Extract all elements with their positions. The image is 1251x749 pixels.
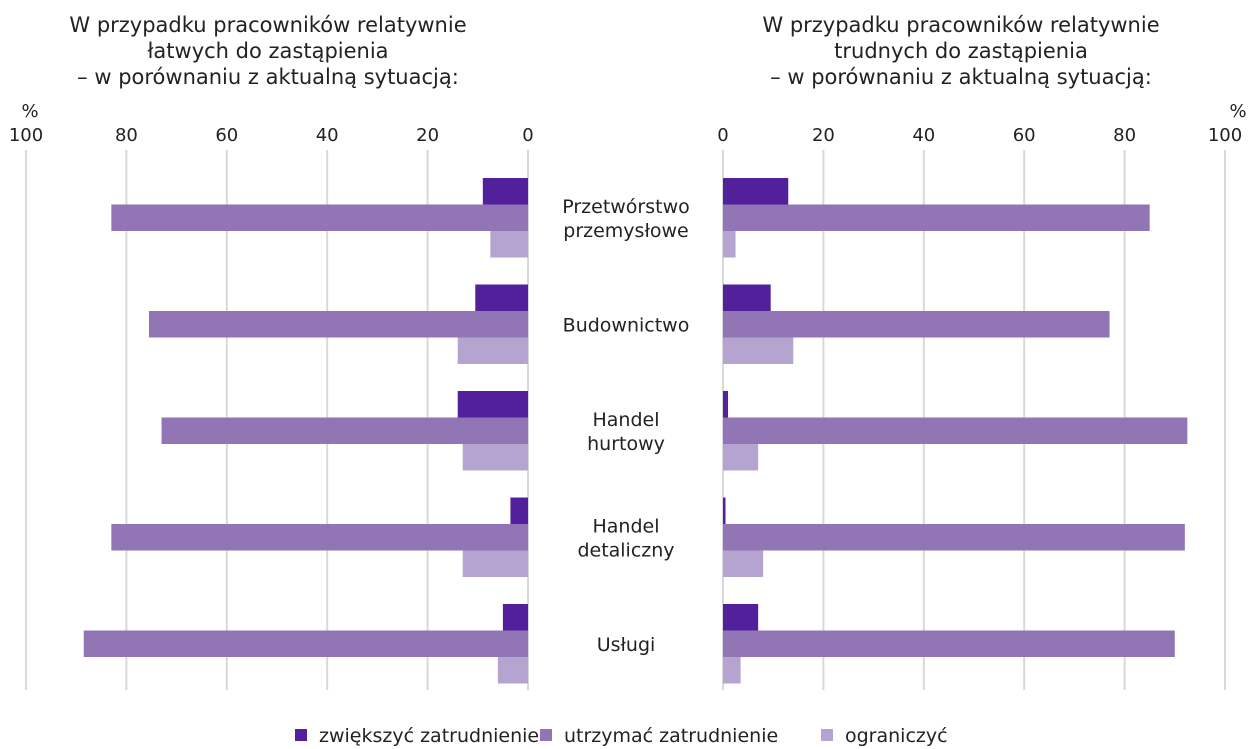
left-tick-label-20: 20 [416,125,439,146]
right-unit-label: % [1229,101,1246,122]
left-tick-label-60: 60 [215,125,238,146]
legend-swatch-1 [540,729,552,741]
legend-label-1: utrzymać zatrudnienie [564,725,778,747]
left-tick-label-100: 100 [9,125,43,146]
left-bar-series2-cat4 [497,657,528,684]
right-tick-label-100: 100 [1208,125,1242,146]
category-label-2-line-1: hurtowy [587,433,665,455]
right-tick-label-80: 80 [1113,125,1136,146]
category-label-4-line-0: Usługi [597,634,656,656]
left-bar-series1-cat1 [148,311,529,338]
category-label-2-line-0: Handel [592,409,659,431]
left-panel: W przypadku pracowników relatywniełatwyc… [9,13,534,690]
right-panel: W przypadku pracowników relatywnietrudny… [717,13,1247,690]
left-bar-series1-cat2 [161,417,529,444]
left-bar-series2-cat3 [462,550,528,577]
right-bar-series0-cat0 [723,178,789,205]
right-tick-label-20: 20 [812,125,835,146]
right-bar-series2-cat3 [723,550,764,577]
right-title-line-1: trudnych do zastąpienia [834,39,1088,63]
left-bar-series0-cat1 [475,284,528,311]
left-title-line-1: łatwych do zastąpienia [147,39,388,63]
right-bar-series1-cat1 [723,311,1110,338]
right-tick-label-0: 0 [717,125,728,146]
right-tick-label-60: 60 [1013,125,1036,146]
left-bar-series2-cat0 [490,231,528,258]
right-bar-series2-cat0 [723,231,736,258]
category-label-3-line-1: detaliczny [577,539,674,561]
right-bar-series1-cat4 [723,630,1175,657]
left-bar-series1-cat0 [111,204,528,231]
left-unit-label: % [21,101,38,122]
left-bar-series0-cat3 [510,497,528,524]
category-label-1-line-0: Budownictwo [563,314,690,336]
right-bar-series2-cat4 [723,657,741,684]
left-tick-label-40: 40 [316,125,339,146]
left-tick-label-80: 80 [115,125,138,146]
legend-swatch-2 [821,729,833,741]
category-label-0-line-1: przemysłowe [563,220,688,242]
legend: zwiększyć zatrudnienie utrzymać zatrudnie… [295,725,948,747]
right-title-line-2: – w porównaniu z aktualną sytuacją: [770,65,1152,89]
legend-label-0: zwiększyć zatrudnienie [319,725,539,747]
right-bar-series0-cat4 [723,604,759,631]
legend-label-2: ograniczyć [845,725,948,747]
left-bar-series2-cat1 [457,337,528,364]
left-title-line-0: W przypadku pracowników relatywnie [69,13,466,37]
right-bar-series1-cat0 [723,204,1150,231]
right-bar-series0-cat3 [723,497,726,524]
right-bar-series0-cat1 [723,284,771,311]
right-bar-series1-cat2 [723,417,1188,444]
left-tick-label-0: 0 [522,125,533,146]
category-label-0-line-0: Przetwórstwo [562,196,690,218]
right-tick-label-40: 40 [912,125,935,146]
left-bar-series2-cat2 [462,444,528,471]
right-title-line-0: W przypadku pracowników relatywnie [762,13,1159,37]
left-bar-series1-cat3 [111,524,528,551]
right-bar-series0-cat2 [723,391,729,418]
right-bar-series1-cat3 [723,524,1185,551]
legend-swatch-0 [295,729,307,741]
left-bar-series0-cat2 [457,391,528,418]
left-title-line-2: – w porównaniu z aktualną sytuacją: [77,65,459,89]
category-label-3-line-0: Handel [592,515,659,537]
left-bar-series1-cat4 [83,630,528,657]
left-bar-series0-cat4 [502,604,528,631]
left-bar-series0-cat0 [482,178,528,205]
right-bar-series2-cat2 [723,444,759,471]
right-bar-series2-cat1 [723,337,794,364]
